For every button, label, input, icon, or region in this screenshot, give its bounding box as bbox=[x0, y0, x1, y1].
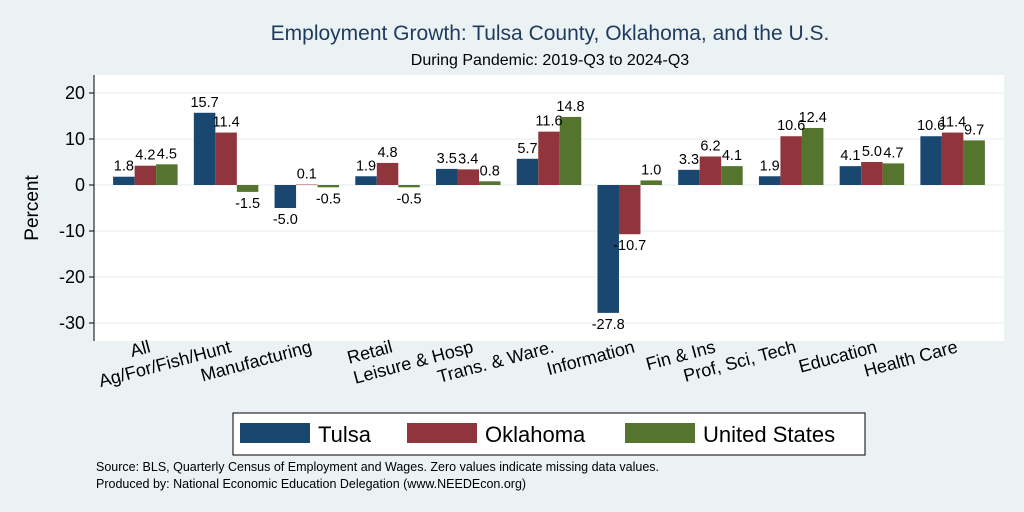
legend-box bbox=[232, 412, 866, 456]
x-tick-label: Health Care bbox=[862, 337, 960, 381]
data-label: 4.1 bbox=[840, 148, 860, 164]
chart-subtitle: During Pandemic: 2019-Q3 to 2024-Q3 bbox=[411, 52, 689, 69]
x-tick-label: Information bbox=[545, 337, 637, 380]
bar-united-states bbox=[156, 164, 178, 185]
data-label: 4.5 bbox=[157, 146, 177, 162]
bar-tulsa bbox=[839, 166, 862, 185]
bar-oklahoma bbox=[861, 162, 883, 185]
bar-tulsa bbox=[678, 169, 700, 185]
data-label: -0.5 bbox=[316, 191, 341, 207]
data-label: 3.5 bbox=[437, 151, 457, 167]
y-tick-label: -30 bbox=[59, 313, 85, 333]
data-label: 0.8 bbox=[480, 163, 500, 179]
data-label: 11.4 bbox=[939, 115, 966, 131]
legend-swatch-oklahoma bbox=[407, 423, 477, 443]
bar-united-states bbox=[398, 185, 420, 188]
legend-swatch-united-states bbox=[625, 423, 695, 443]
bar-oklahoma bbox=[457, 169, 480, 185]
source-note: Source: BLS, Quarterly Census of Employm… bbox=[96, 460, 659, 474]
bar-united-states bbox=[801, 127, 824, 185]
bar-united-states bbox=[559, 116, 582, 185]
data-label: 5.0 bbox=[862, 144, 882, 160]
bar-oklahoma bbox=[618, 185, 641, 235]
data-label: -27.8 bbox=[592, 317, 625, 333]
bar-tulsa bbox=[274, 185, 297, 208]
data-label: 4.7 bbox=[883, 145, 903, 161]
data-label: 10.6 bbox=[917, 118, 945, 134]
bar-oklahoma bbox=[296, 184, 318, 186]
data-label: 1.8 bbox=[114, 159, 134, 175]
data-label: 1.9 bbox=[760, 158, 780, 174]
data-label: 6.2 bbox=[700, 138, 720, 154]
data-label: -0.5 bbox=[397, 191, 422, 207]
bar-united-states bbox=[479, 181, 501, 185]
data-label: -1.5 bbox=[235, 196, 260, 212]
bar-tulsa bbox=[193, 112, 216, 185]
y-tick-label: 10 bbox=[65, 129, 85, 149]
bar-tulsa bbox=[516, 158, 539, 185]
data-label: 4.8 bbox=[377, 145, 397, 161]
data-label: 11.4 bbox=[213, 115, 240, 131]
data-label: 15.7 bbox=[190, 95, 218, 111]
data-label: 12.4 bbox=[799, 110, 827, 126]
data-label: 4.2 bbox=[135, 148, 155, 164]
bar-oklahoma bbox=[134, 165, 157, 185]
data-label: 4.1 bbox=[722, 148, 742, 164]
y-tick-label: -20 bbox=[59, 267, 85, 287]
bar-tulsa bbox=[920, 136, 942, 185]
data-label: 1.0 bbox=[641, 162, 661, 178]
plot-area bbox=[94, 75, 1004, 341]
bar-united-states bbox=[640, 180, 662, 185]
producer-note: Produced by: National Economic Education… bbox=[96, 477, 526, 491]
data-label: 11.6 bbox=[535, 114, 562, 130]
bar-united-states bbox=[721, 166, 743, 185]
bar-oklahoma bbox=[215, 132, 237, 185]
y-axis-ticks: 20 10 0 -10 -20 -30 bbox=[59, 75, 95, 341]
bar-united-states bbox=[317, 185, 340, 188]
data-label: 5.7 bbox=[517, 141, 537, 157]
legend-label: United States bbox=[703, 422, 835, 447]
data-labels: 1.84.2 4.515.711.4-1.5-5.00.1-0.51.94.8-0… bbox=[114, 95, 984, 333]
data-label: 10.6 bbox=[777, 118, 805, 134]
y-axis-label: Percent bbox=[22, 175, 43, 241]
data-label: 3.4 bbox=[458, 151, 478, 167]
bar-oklahoma bbox=[941, 132, 964, 185]
data-label: 1.9 bbox=[356, 158, 376, 174]
data-label: 0.1 bbox=[297, 167, 317, 183]
bar-tulsa bbox=[355, 176, 377, 185]
chart-title: Employment Growth: Tulsa County, Oklahom… bbox=[271, 22, 830, 45]
legend: Tulsa Oklahoma United States bbox=[232, 412, 866, 456]
bar-tulsa bbox=[597, 185, 619, 313]
bar-oklahoma bbox=[780, 136, 802, 185]
bar-oklahoma bbox=[376, 162, 399, 185]
bar-tulsa bbox=[436, 168, 458, 185]
y-tick-label: -10 bbox=[59, 221, 85, 241]
data-label: -10.7 bbox=[613, 238, 646, 254]
legend-label: Oklahoma bbox=[485, 422, 586, 447]
legend-label: Tulsa bbox=[318, 422, 372, 447]
data-label: -5.0 bbox=[273, 212, 298, 228]
bar-oklahoma bbox=[538, 131, 560, 185]
bar-tulsa bbox=[758, 176, 781, 185]
y-tick-label: 20 bbox=[65, 83, 85, 103]
bar-tulsa bbox=[113, 176, 135, 185]
data-label: 9.7 bbox=[964, 122, 984, 138]
data-label: 3.3 bbox=[679, 152, 699, 168]
y-tick-label: 0 bbox=[75, 175, 85, 195]
bar-oklahoma bbox=[699, 156, 722, 185]
bar-united-states bbox=[236, 185, 259, 192]
data-label: 14.8 bbox=[556, 99, 584, 115]
bars bbox=[113, 112, 985, 313]
legend-swatch-tulsa bbox=[240, 423, 310, 443]
bar-united-states bbox=[882, 163, 905, 185]
bar-united-states bbox=[963, 140, 985, 185]
